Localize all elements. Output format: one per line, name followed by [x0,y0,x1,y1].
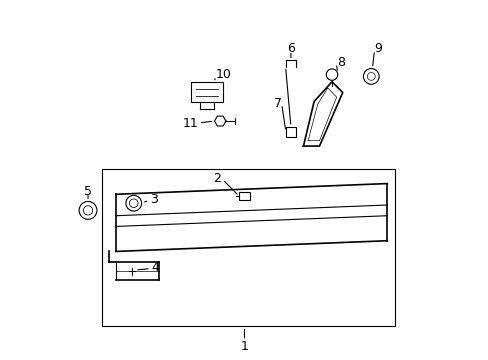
Text: 2: 2 [213,172,221,185]
Text: 6: 6 [286,42,294,55]
Text: 1: 1 [240,339,248,352]
Circle shape [83,206,93,215]
Circle shape [129,199,138,207]
Circle shape [366,72,374,80]
Bar [239,192,249,200]
Circle shape [79,202,97,219]
Bar [285,127,295,137]
Text: 7: 7 [274,97,282,110]
Text: 8: 8 [336,55,344,69]
Text: 11: 11 [182,117,198,130]
Text: 3: 3 [149,193,158,206]
Circle shape [363,68,378,84]
Bar [102,169,394,327]
Text: 5: 5 [84,185,92,198]
Bar [190,82,223,103]
Text: 10: 10 [215,68,231,81]
Polygon shape [303,82,342,146]
Circle shape [125,195,142,211]
Text: 9: 9 [373,42,381,55]
Circle shape [325,69,337,80]
Text: 4: 4 [151,261,159,274]
Polygon shape [214,116,225,126]
